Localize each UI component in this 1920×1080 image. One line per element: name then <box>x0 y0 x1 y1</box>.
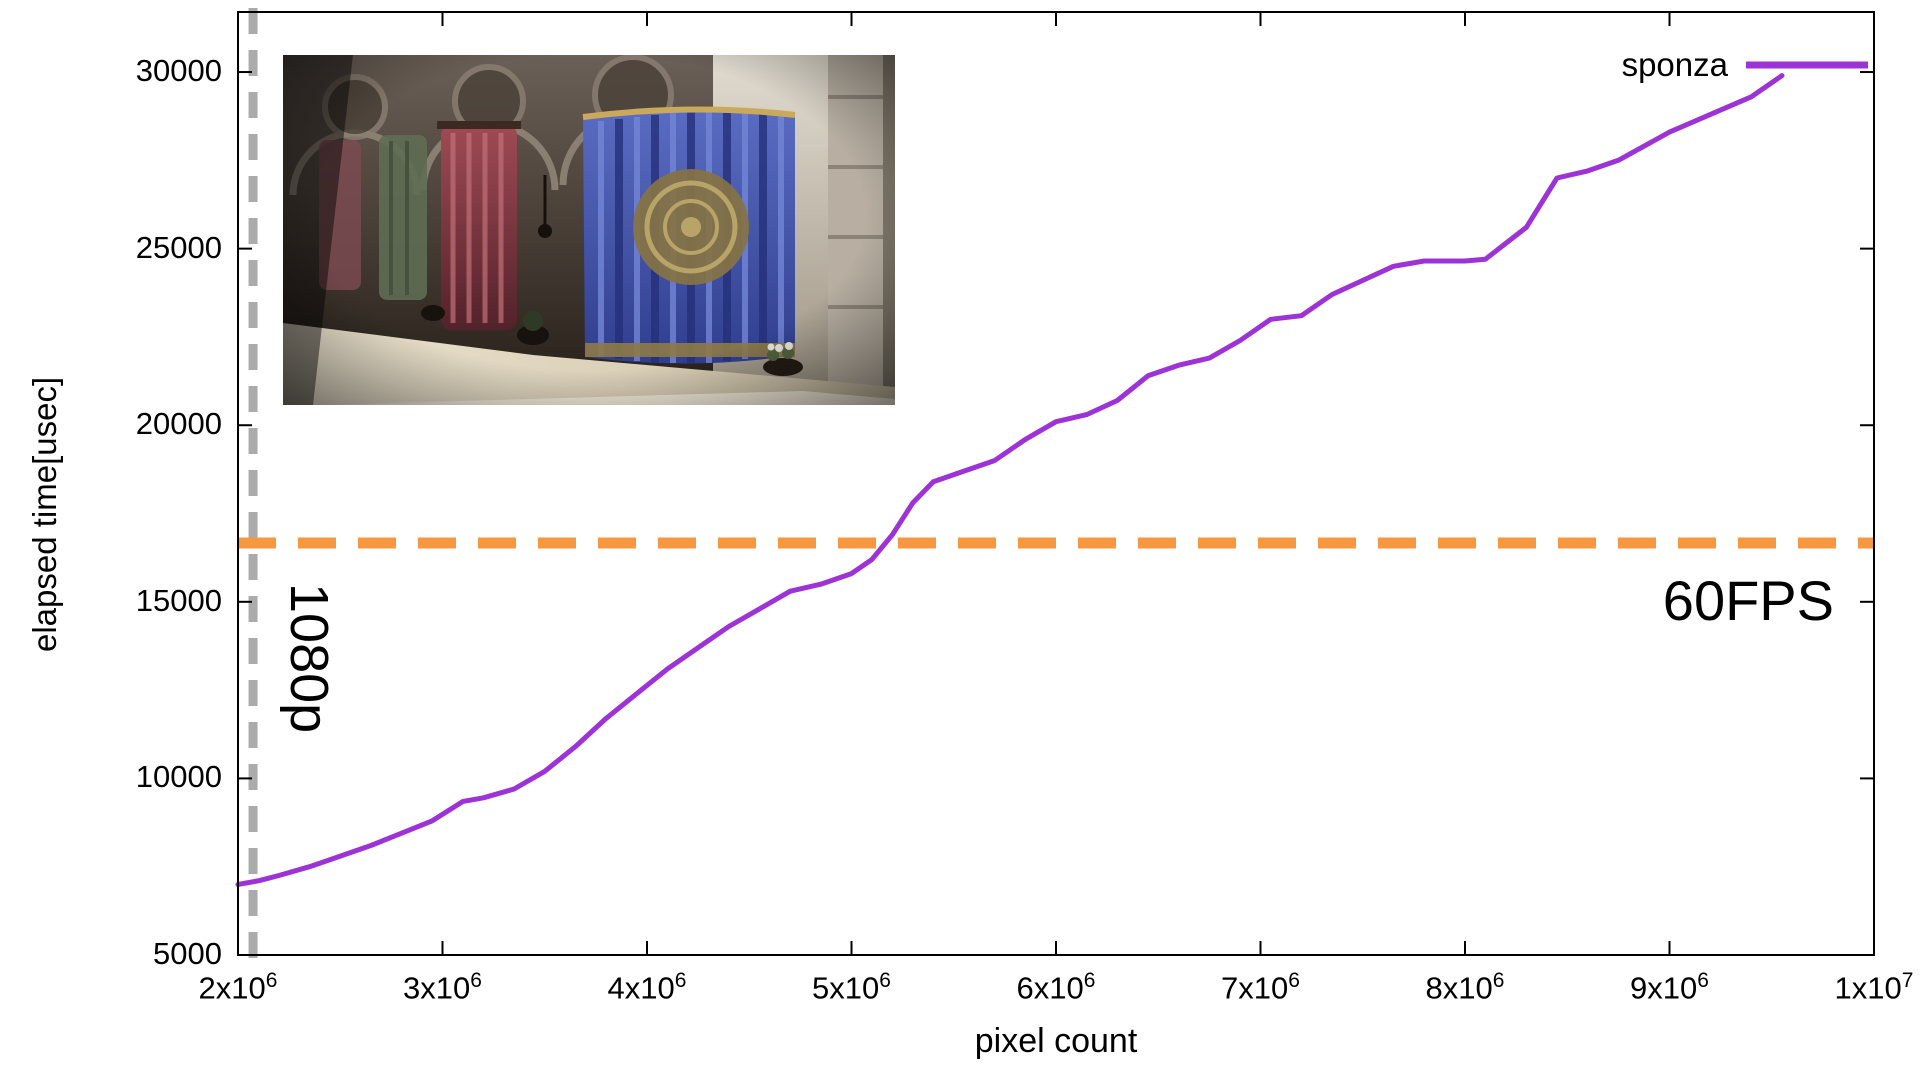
x-tick-label: 1x107 <box>1834 969 1914 1006</box>
x-tick-label: 7x106 <box>1221 969 1300 1006</box>
x-tick-label: 2x106 <box>198 969 278 1006</box>
x-tick-label: 3x106 <box>403 969 482 1006</box>
x-axis-label: pixel count <box>974 1022 1138 1060</box>
fps-annotation-label: 60FPS <box>1662 569 1834 632</box>
legend: sponza <box>1622 46 1870 84</box>
x-tick-label: 6x106 <box>1016 969 1096 1006</box>
x-tick-label: 9x106 <box>1630 969 1709 1006</box>
y-tick-label: 20000 <box>135 406 222 442</box>
y-tick-label: 30000 <box>135 53 222 89</box>
y-tick-label: 25000 <box>135 229 222 265</box>
x-tick-label: 8x106 <box>1425 969 1505 1006</box>
legend-entry-sponza: sponza <box>1621 46 1728 83</box>
x-tick-label: 5x106 <box>812 969 891 1006</box>
resolution-annotation-label: 1080p <box>279 583 339 734</box>
sponza-render-image <box>283 55 895 405</box>
y-tick-label: 15000 <box>135 582 222 618</box>
x-tick-label: 4x106 <box>607 969 687 1006</box>
y-tick-label: 10000 <box>135 759 222 795</box>
inset-image-sponza <box>283 55 895 405</box>
y-tick-label: 5000 <box>153 936 222 971</box>
legend-line-sample <box>1746 61 1868 69</box>
